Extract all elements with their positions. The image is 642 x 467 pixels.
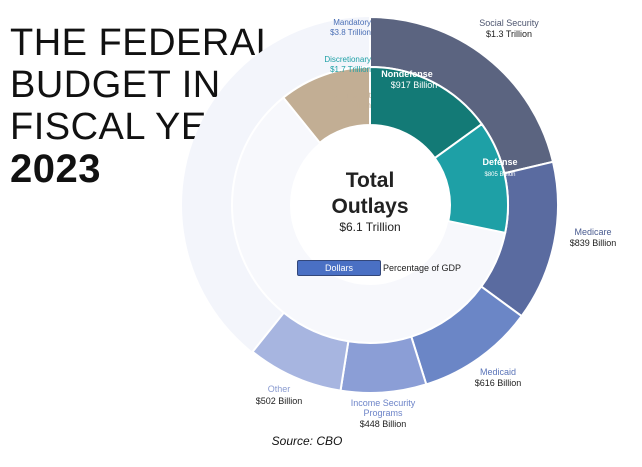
center-title-line-2: Outlays (331, 195, 408, 218)
donut-hole (290, 125, 450, 285)
legend-mandatory-name: Mandatory (333, 18, 371, 27)
outer-slice-income-security-programs[interactable] (339, 335, 428, 394)
label-other-value: $502 Billion (256, 396, 303, 406)
label-other-name: Other (268, 384, 291, 394)
center-total: $6.1 Trillion (339, 220, 400, 234)
gdp-toggle-button[interactable]: Percentage of GDP (383, 263, 462, 273)
chart-labels: Nondefense$917 Billion Defense $805 Billio… (256, 18, 617, 429)
legend-net-interest-name: Net Interest (330, 91, 372, 100)
inner-slice-defense[interactable] (433, 122, 509, 234)
title-year: 2023 (10, 147, 101, 191)
label-defense-value: $805 Billion (484, 172, 515, 178)
label-nondefense-name: Nondefense (381, 69, 433, 79)
source-note: Source: CBO (0, 434, 642, 448)
legend-mandatory-value: $3.8 Trillion (330, 28, 371, 37)
legend-discretionary-value: $1.7 Trillion (330, 65, 371, 74)
legend-net-interest-value: $659 Billion (330, 101, 371, 110)
label-nondefense-value: $917 Billion (391, 80, 438, 90)
units-toggle[interactable]: Dollars Percentage of GDP (297, 260, 461, 276)
title-line-2: BUDGET IN (10, 64, 221, 106)
label-social-security-name: Social Security (479, 18, 539, 28)
label-medicare-value: $839 Billion (570, 238, 617, 248)
dollars-toggle-button[interactable]: Dollars (297, 260, 381, 276)
outer-ring (251, 15, 559, 394)
label-income-security-name-2: Programs (363, 408, 403, 418)
legend-discretionary-name: Discretionary (324, 55, 371, 64)
outer-slice-other[interactable] (251, 311, 350, 392)
source-text: Source: CBO (271, 434, 343, 448)
label-social-security-value: $1.3 Trillion (486, 29, 532, 39)
label-income-security-name-1: Income Security (351, 398, 416, 408)
inner-ring (281, 65, 509, 234)
title-line-1: THE FEDERAL (10, 22, 278, 64)
inner-slice-net-interest[interactable] (281, 65, 371, 145)
label-medicare-name: Medicare (574, 227, 611, 237)
center-title-line-1: Total (346, 169, 395, 192)
label-defense-name: Defense (482, 157, 517, 167)
label-medicaid-value: $616 Billion (475, 378, 522, 388)
label-income-security-value: $448 Billion (360, 419, 407, 429)
label-medicaid-name: Medicaid (480, 367, 516, 377)
